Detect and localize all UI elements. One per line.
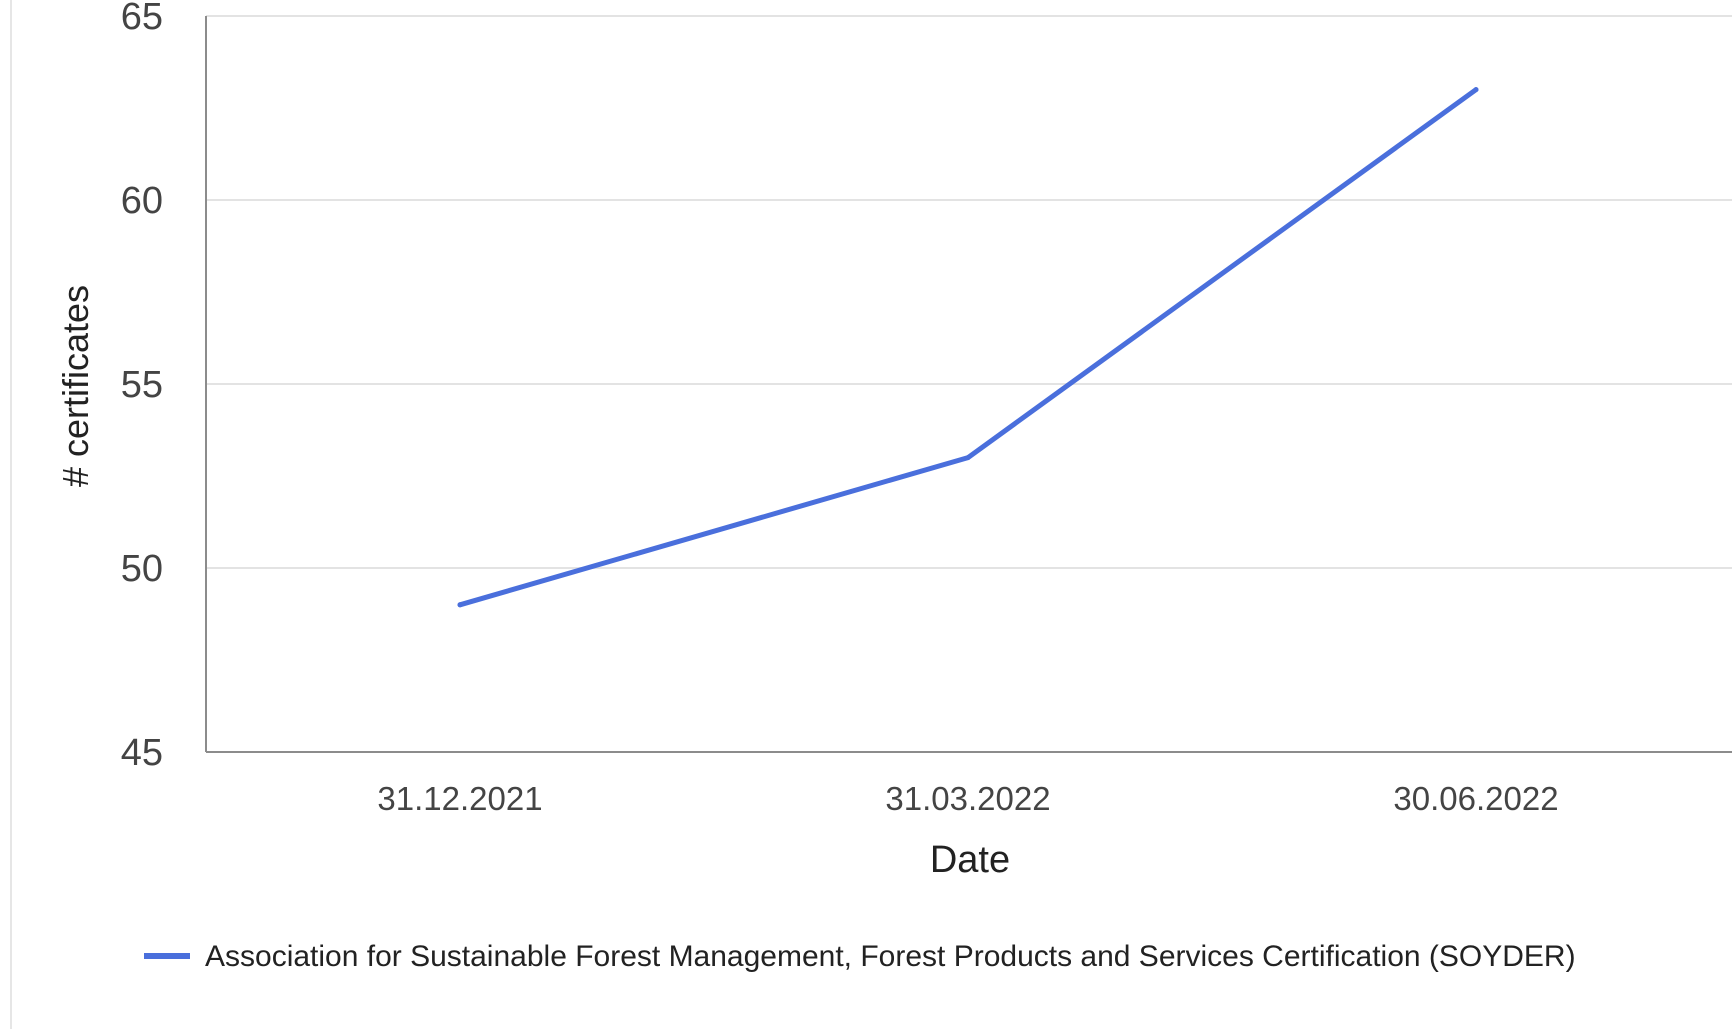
x-tick-label: 31.12.2021 [377, 780, 542, 817]
data-point [965, 455, 971, 461]
y-tick-labels: 45 50 55 60 65 [121, 0, 163, 774]
legend-label: Association for Sustainable Forest Manag… [205, 940, 1576, 973]
series-lines [457, 87, 1479, 608]
y-tick-label: 60 [121, 180, 163, 222]
series-line [457, 87, 1479, 608]
x-tick-label: 31.03.2022 [885, 780, 1050, 817]
y-tick-label: 50 [121, 548, 163, 590]
data-point [1473, 87, 1479, 93]
legend: Association for Sustainable Forest Manag… [144, 940, 1576, 973]
y-tick-label: 55 [121, 364, 163, 406]
x-tick-labels: 31.12.2021 31.03.2022 30.06.2022 [377, 780, 1558, 817]
data-point [457, 602, 463, 608]
x-axis-title: Date [930, 839, 1010, 881]
gridlines [206, 15, 1732, 569]
y-axis-title: # certificates [55, 285, 96, 487]
x-tick-label: 30.06.2022 [1393, 780, 1558, 817]
y-tick-label: 65 [121, 0, 163, 38]
y-tick-label: 45 [121, 732, 163, 774]
